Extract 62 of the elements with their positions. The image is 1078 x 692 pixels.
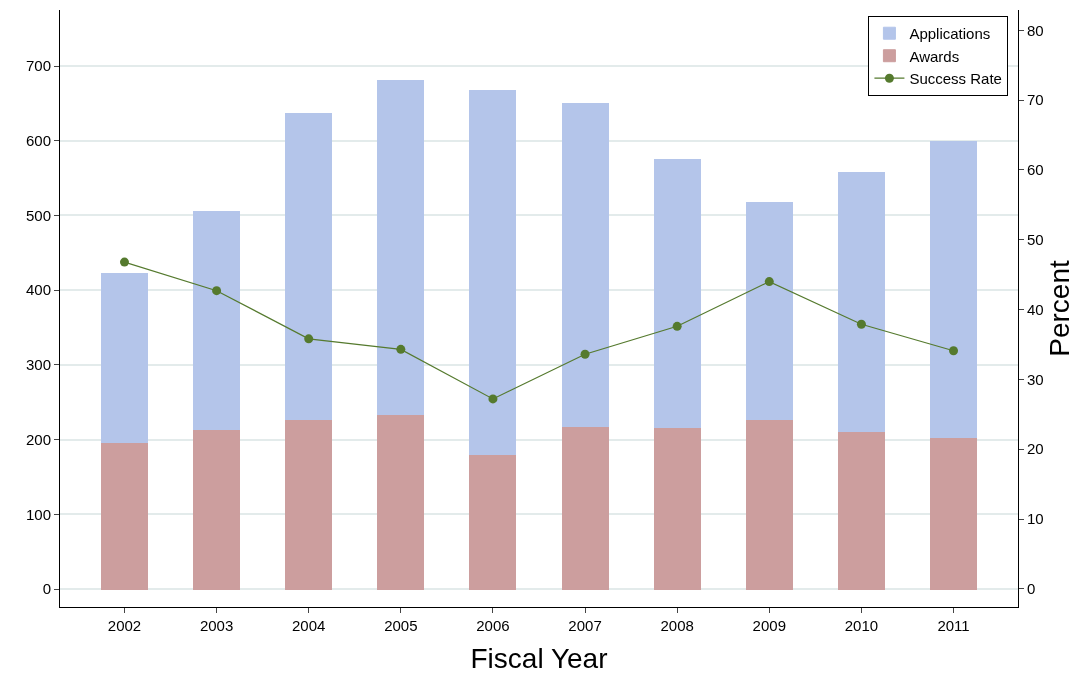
point [304, 334, 314, 344]
x-tick-label: 2010 [844, 617, 879, 634]
bar [100, 273, 149, 444]
x-tick-label: 2002 [107, 617, 142, 634]
bar [285, 418, 333, 590]
x-tick-label: 2004 [292, 617, 326, 634]
y2-tick-label: 50 [1027, 230, 1044, 248]
y-tick-label: 300 [25, 356, 51, 374]
x-tick-label: 2008 [660, 617, 694, 634]
y2-tick-label: 60 [1027, 161, 1044, 179]
y2-tick-label: 30 [1027, 370, 1044, 388]
x-tick-label: 2003 [199, 617, 234, 634]
bar [837, 430, 885, 590]
y-tick-label: 600 [25, 132, 51, 150]
bar [929, 141, 978, 438]
y-tick-label: 0 [42, 580, 51, 598]
bar [561, 425, 609, 590]
legend-label: Awards [909, 47, 960, 65]
bar [837, 171, 885, 432]
y2-tick-label: 0 [1027, 580, 1036, 598]
bar [745, 202, 793, 420]
y2-tick-label: 70 [1027, 91, 1044, 109]
y-tick-label: 700 [25, 57, 51, 75]
bar [377, 414, 425, 590]
point [856, 319, 866, 329]
point [488, 394, 498, 404]
bar [745, 418, 793, 590]
y2-tick-label: 20 [1027, 440, 1044, 458]
y2-tick-label: 10 [1027, 510, 1044, 528]
legend-label: Success Rate [909, 70, 1002, 88]
x-tick-label: 2011 [937, 617, 970, 634]
y2-tick-label: 80 [1027, 21, 1044, 39]
point [119, 257, 129, 267]
x-axis-title: Fiscal Year [470, 643, 608, 675]
x-tick-label: 2007 [568, 617, 602, 634]
bar [193, 211, 241, 430]
point [580, 349, 590, 359]
bar [377, 80, 425, 416]
x-tick-label: 2009 [752, 617, 786, 634]
y2-axis-title: Percent [1043, 260, 1075, 357]
bar [193, 428, 241, 590]
y-tick-label: 200 [25, 430, 51, 448]
bar [469, 454, 517, 590]
y-tick-label: 100 [25, 505, 51, 523]
bar [561, 102, 609, 427]
x-tick-label: 2006 [476, 617, 510, 634]
bar [285, 113, 333, 420]
y2-tick-label: 40 [1027, 300, 1044, 318]
y-tick-label: 500 [25, 206, 51, 224]
y-tick-label: 400 [25, 281, 51, 299]
point [949, 346, 959, 356]
bar [929, 436, 978, 590]
x-tick-label: 2005 [384, 617, 418, 634]
bar [100, 442, 149, 590]
point [212, 286, 222, 296]
bar [653, 427, 701, 590]
bar [653, 158, 701, 429]
point [396, 344, 406, 354]
point [764, 277, 774, 287]
legend-label: Applications [909, 25, 991, 43]
bar [469, 90, 517, 456]
point [672, 321, 682, 331]
